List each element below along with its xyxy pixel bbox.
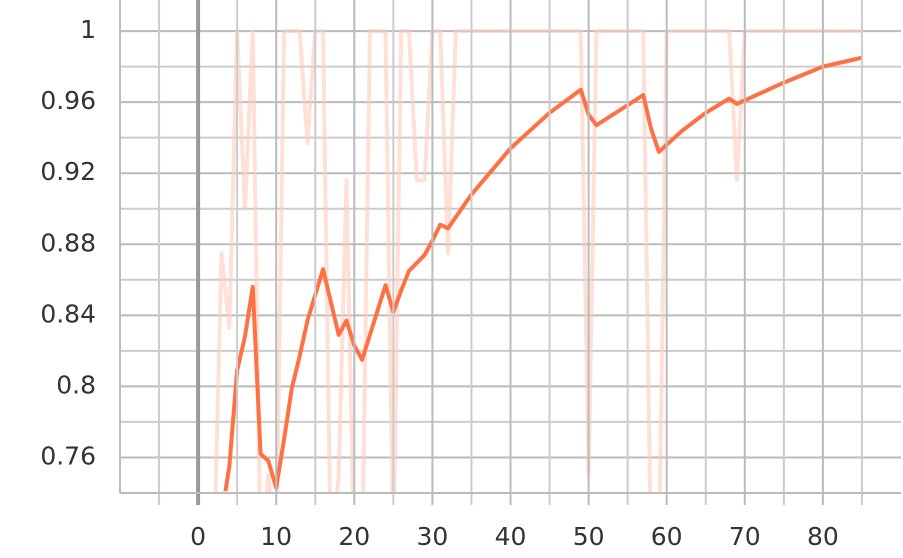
x-tick-label: 10	[260, 522, 292, 551]
line-series	[213, 29, 862, 493]
x-tick-label: 30	[416, 522, 448, 551]
y-tick-label: 0.76	[40, 441, 96, 470]
x-tick-label: 80	[807, 522, 839, 551]
x-tick-label: 20	[338, 522, 370, 551]
y-tick-label: 1	[80, 15, 96, 44]
y-tick-label: 0.84	[40, 299, 96, 328]
y-tick-label: 0.96	[40, 86, 96, 115]
x-tick-label: 60	[651, 522, 683, 551]
y-tick-label: 0.92	[40, 157, 96, 186]
line-series	[223, 55, 863, 492]
y-tick-label: 0.88	[40, 228, 96, 257]
x-tick-label: 40	[495, 522, 527, 551]
x-tick-label: 50	[573, 522, 605, 551]
x-tick-label: 0	[190, 522, 206, 551]
y-tick-label: 0.8	[56, 370, 96, 399]
x-tick-label: 70	[729, 522, 761, 551]
